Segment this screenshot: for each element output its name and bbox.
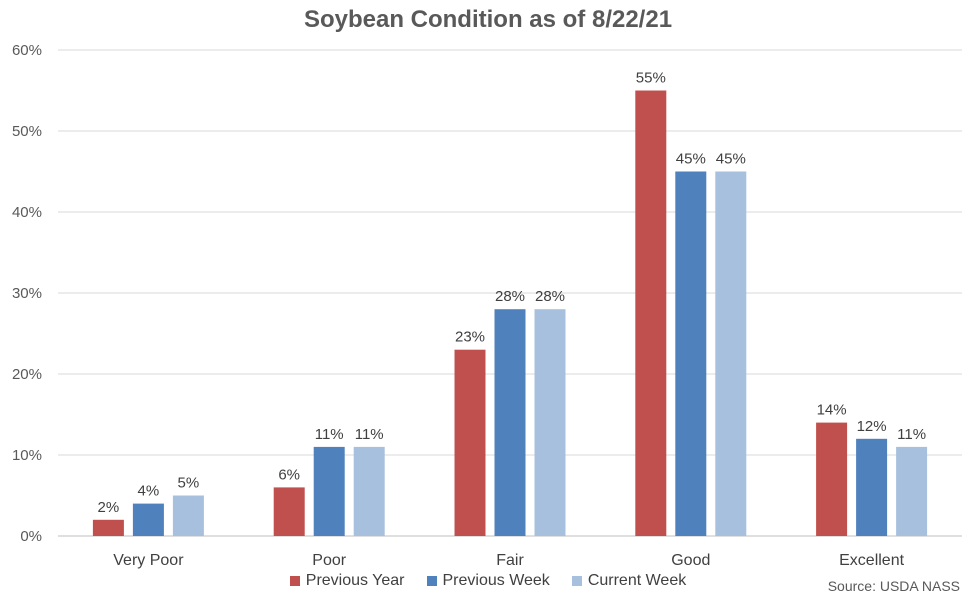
x-tick-label: Poor	[312, 552, 346, 569]
data-label: 12%	[857, 418, 887, 435]
legend: Previous Year Previous Week Current Week	[0, 572, 976, 590]
data-label: 55%	[636, 70, 666, 87]
y-tick-label: 50%	[12, 123, 42, 140]
bar-previous-week	[856, 438, 888, 536]
y-axis-ticks: 0% 10% 20% 30% 40% 50% 60%	[12, 42, 42, 545]
data-label: 45%	[676, 151, 706, 168]
source-note: Source: USDA NASS	[827, 578, 960, 594]
legend-label: Current Week	[587, 572, 687, 589]
bar-current-week	[534, 309, 566, 536]
data-label: 5%	[178, 475, 200, 492]
data-label: 11%	[315, 426, 344, 443]
x-tick-label: Very Poor	[113, 552, 184, 569]
data-label: 11%	[355, 426, 384, 443]
data-label: 2%	[98, 499, 120, 516]
legend-swatch	[426, 576, 437, 586]
bar-current-week	[896, 446, 928, 536]
data-label: 14%	[817, 402, 847, 419]
legend-swatch	[571, 576, 582, 586]
legend-label: Previous Week	[442, 572, 550, 589]
x-axis-ticks: Very Poor Poor Fair Good Excellent	[113, 552, 904, 569]
data-label: 28%	[495, 288, 525, 305]
data-label: 23%	[455, 329, 485, 346]
bar-previous-year	[454, 349, 486, 536]
bar-previous-year	[92, 519, 124, 536]
chart-title: Soybean Condition as of 8/22/21	[303, 6, 673, 33]
legend-item-previous-week: Previous Week	[426, 572, 550, 590]
bars	[92, 90, 928, 536]
bar-previous-year	[273, 487, 305, 536]
x-tick-label: Fair	[496, 552, 524, 569]
y-tick-label: 30%	[12, 285, 42, 302]
data-label: 45%	[716, 151, 746, 168]
bar-previous-week	[132, 503, 164, 536]
legend-item-previous-year: Previous Year	[289, 572, 405, 590]
y-tick-label: 20%	[12, 366, 42, 383]
data-label: 6%	[278, 466, 300, 483]
data-label: 28%	[535, 288, 565, 305]
bar-current-week	[715, 171, 747, 536]
x-tick-label: Good	[671, 552, 710, 569]
bar-current-week	[172, 495, 204, 536]
data-label: 4%	[138, 483, 160, 500]
bar-current-week	[353, 446, 385, 536]
y-tick-label: 0%	[20, 528, 42, 545]
data-label: 11%	[897, 426, 926, 443]
y-tick-label: 40%	[12, 204, 42, 221]
bar-previous-week	[313, 446, 345, 536]
data-labels: 2% 4% 5% 6% 11% 11% 23% 28% 28% 55% 45% 45% 14% 12% 11…	[98, 70, 927, 516]
bar-previous-year	[635, 90, 667, 536]
legend-item-current-week: Current Week	[571, 572, 687, 590]
bar-previous-week	[494, 309, 526, 536]
legend-label: Previous Year	[305, 572, 405, 589]
bar-previous-year	[816, 422, 848, 536]
bar-previous-week	[675, 171, 707, 536]
legend-swatch	[289, 576, 300, 586]
y-tick-label: 10%	[12, 447, 42, 464]
x-tick-label: Excellent	[839, 552, 904, 569]
y-tick-label: 60%	[12, 42, 42, 59]
